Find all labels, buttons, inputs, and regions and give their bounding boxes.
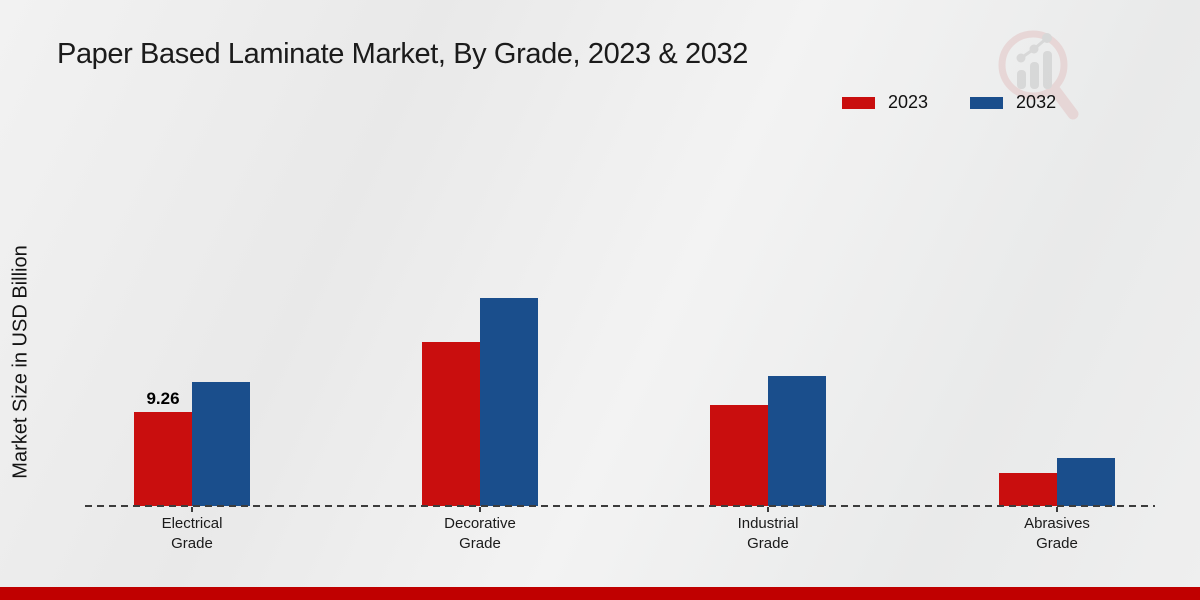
x-axis-baseline [85,505,1155,507]
legend-item-2023: 2023 [842,92,928,113]
legend-item-2032: 2032 [970,92,1056,113]
x-axis-tick [479,507,481,512]
legend-swatch-2023-icon [842,96,875,109]
bar-2023-industrial-grade [710,405,768,506]
x-axis-tick [767,507,769,512]
footer-stripe [0,587,1200,600]
bar-2023-electrical-grade [134,412,192,506]
bar-2023-decorative-grade [422,341,480,506]
bar-2032-abrasives-grade [1057,458,1115,506]
legend: 2023 2032 [842,92,1056,113]
brand-watermark-icon [998,30,1079,120]
x-axis-category-label: Abrasives Grade [1024,515,1090,552]
bar-2032-decorative-grade [480,297,538,506]
legend-label-2032: 2032 [1016,92,1057,112]
x-axis-category-label: Electrical Grade [161,515,223,552]
bar-2023-abrasives-grade [999,472,1057,506]
bar-2032-industrial-grade [768,376,826,506]
chart-title: Paper Based Laminate Market, By Grade, 2… [57,38,748,70]
legend-label-2023: 2023 [888,92,929,112]
x-axis-tick [1056,507,1058,512]
bar-data-label: 9.26 [146,389,180,408]
legend-swatch-2032-icon [970,96,1004,109]
x-axis-category-label: Decorative Grade [444,515,516,552]
bar-2032-electrical-grade [192,382,250,506]
x-axis-tick [191,507,193,512]
x-axis-category-label: Industrial Grade [737,515,799,552]
